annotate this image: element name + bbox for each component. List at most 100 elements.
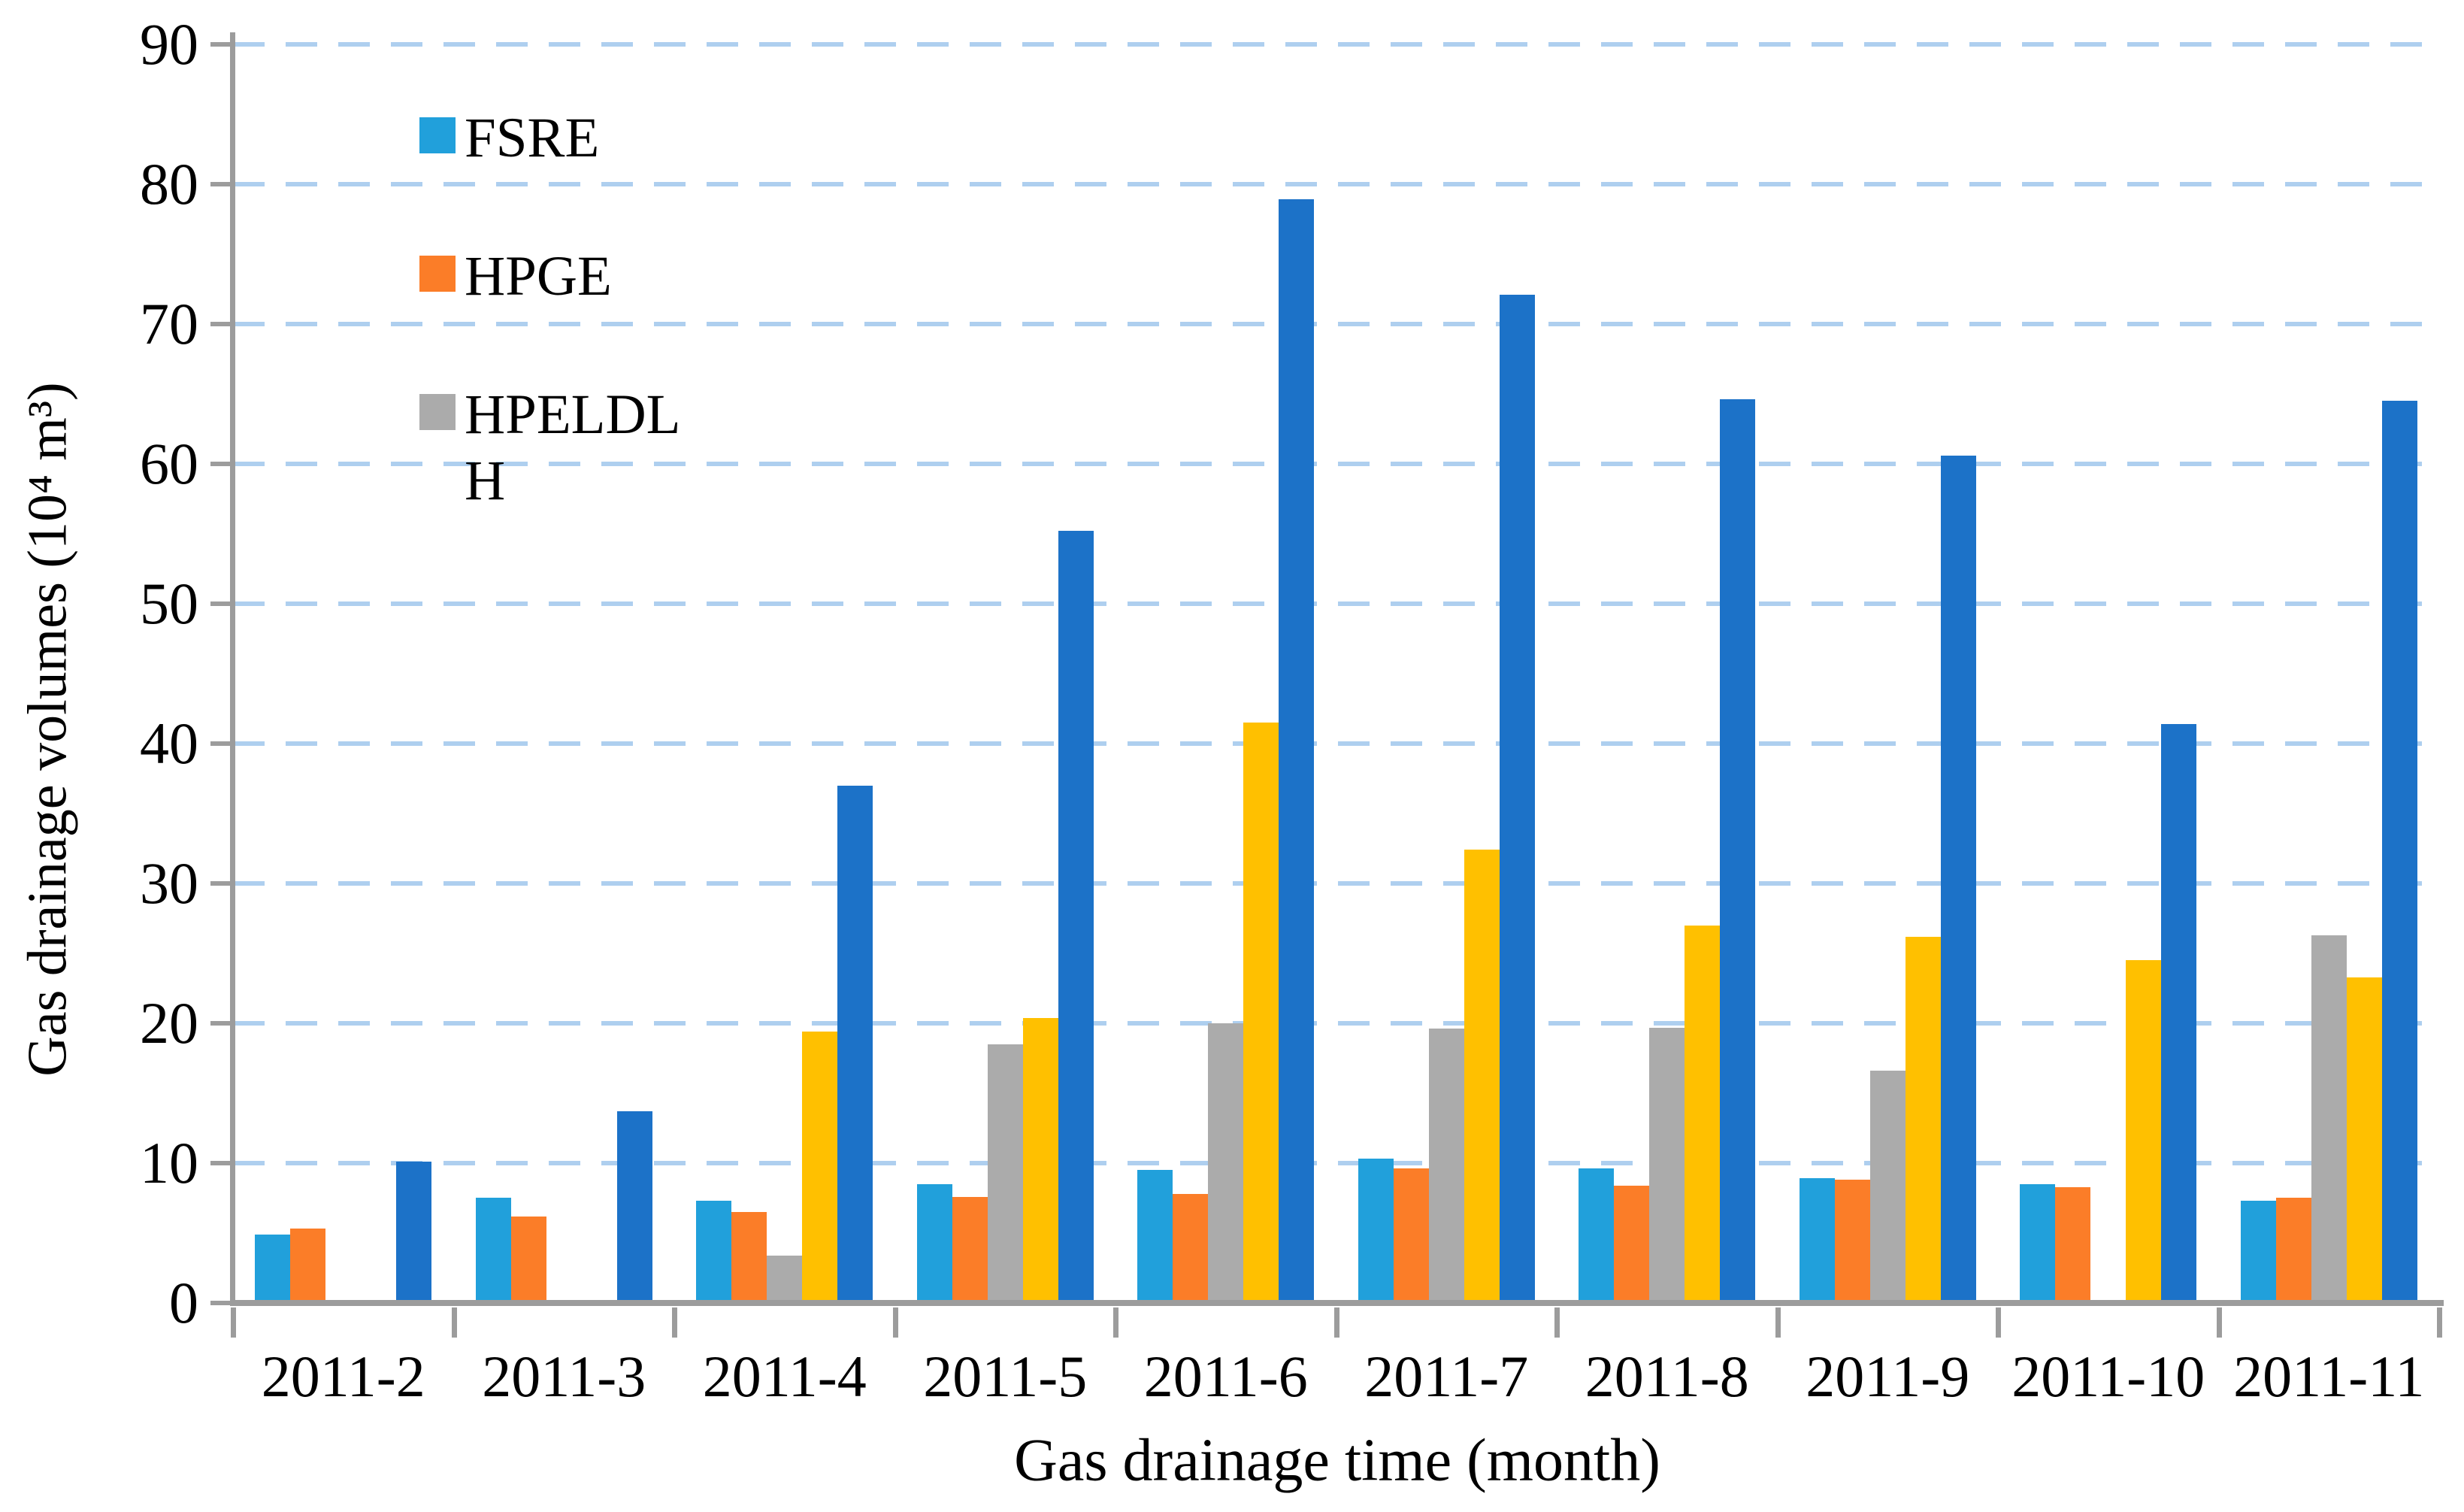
bar-hpge-2011-3 (510, 1217, 546, 1303)
bar-group-2011-6 (1115, 44, 1336, 1303)
bar-series-5-2011-9 (1940, 456, 1976, 1303)
legend-label: FSRE (465, 107, 600, 169)
bar-fsre-2011-10 (2020, 1184, 2056, 1303)
bar-fsre-2011-9 (1799, 1178, 1835, 1303)
bar-hpeldlh-2011-7 (1428, 1029, 1464, 1303)
x-tick-label-2011-6: 2011-6 (1143, 1344, 1308, 1409)
bar-group-2011-8 (1557, 44, 1778, 1303)
gridline-20 (233, 1021, 2439, 1026)
bar-hpeldlh-2011-5 (987, 1044, 1023, 1303)
bar-hpeldlh-2011-11 (2311, 935, 2347, 1303)
bar-fsre-2011-8 (1579, 1168, 1615, 1303)
x-tick-label-2011-10: 2011-10 (2011, 1344, 2205, 1409)
bar-series-5-2011-3 (616, 1111, 652, 1303)
bar-fsre-2011-3 (475, 1198, 511, 1303)
x-tick-4 (1113, 1307, 1118, 1338)
y-tick-0 (210, 1301, 230, 1305)
x-tick-10 (2437, 1307, 2442, 1338)
bar-fsre-2011-7 (1358, 1159, 1394, 1303)
bar-hpge-2011-9 (1834, 1180, 1870, 1303)
x-tick-label-2011-8: 2011-8 (1585, 1344, 1749, 1409)
y-tick-40 (210, 741, 230, 746)
bar-series-4-2011-5 (1022, 1018, 1058, 1303)
x-tick-2 (672, 1307, 677, 1338)
x-tick-label-2011-11: 2011-11 (2233, 1344, 2425, 1409)
bar-hpge-2011-10 (2055, 1187, 2091, 1303)
y-axis-line (230, 32, 235, 1303)
legend-swatch-icon (419, 394, 456, 430)
bar-group-2011-11 (2219, 44, 2440, 1303)
bar-series-5-2011-4 (837, 786, 873, 1303)
bar-fsre-2011-4 (696, 1201, 732, 1303)
bar-hpge-2011-8 (1614, 1186, 1650, 1303)
bar-fsre-2011-11 (2240, 1201, 2276, 1303)
bar-group-2011-10 (1998, 44, 2219, 1303)
bar-fsre-2011-6 (1137, 1170, 1173, 1303)
legend-item-hpeldl-h: HPELDL H (419, 382, 690, 514)
bar-hpge-2011-11 (2275, 1198, 2311, 1303)
gridline-60 (233, 462, 2439, 466)
y-tick-30 (210, 881, 230, 886)
y-tick-label-70: 70 (140, 291, 198, 356)
y-tick-label-0: 0 (169, 1270, 198, 1335)
y-tick-label-60: 60 (140, 431, 198, 496)
bar-hpeldlh-2011-6 (1208, 1023, 1244, 1303)
bar-series-5-2011-5 (1058, 531, 1094, 1303)
bar-series-4-2011-11 (2346, 977, 2382, 1303)
legend-label: HPELDL H (465, 383, 679, 512)
legend-swatch-icon (419, 256, 456, 292)
bar-hpge-2011-6 (1173, 1194, 1209, 1303)
bar-group-2011-3 (454, 44, 675, 1303)
bar-series-5-2011-6 (1279, 199, 1315, 1303)
x-tick-5 (1333, 1307, 1339, 1338)
y-tick-label-90: 90 (140, 11, 198, 77)
bar-series-4-2011-8 (1685, 926, 1721, 1303)
x-tick-label-2011-3: 2011-3 (482, 1344, 646, 1409)
bar-hpge-2011-7 (1393, 1168, 1429, 1303)
bar-series-5-2011-2 (396, 1162, 432, 1303)
gridline-40 (233, 741, 2439, 746)
bar-series-4-2011-10 (2126, 960, 2162, 1303)
gridline-10 (233, 1161, 2439, 1165)
gridline-80 (233, 182, 2439, 186)
y-tick-label-20: 20 (140, 990, 198, 1056)
bar-hpeldlh-2011-9 (1869, 1071, 1906, 1303)
x-tick-8 (1996, 1307, 2001, 1338)
x-tick-label-2011-7: 2011-7 (1364, 1344, 1529, 1409)
legend-item-fsre: FSRE (419, 105, 690, 171)
bar-hpge-2011-5 (952, 1197, 988, 1303)
legend-label: HPGE (465, 245, 612, 308)
bar-series-5-2011-7 (1499, 295, 1535, 1303)
bar-series-4-2011-9 (1905, 937, 1941, 1303)
x-tick-label-2011-4: 2011-4 (702, 1344, 867, 1409)
bar-group-2011-4 (674, 44, 895, 1303)
bar-series-4-2011-6 (1243, 723, 1279, 1303)
x-tick-0 (231, 1307, 236, 1338)
gridline-90 (233, 42, 2439, 47)
bar-group-2011-9 (1778, 44, 1999, 1303)
bar-hpge-2011-2 (290, 1229, 326, 1303)
y-tick-label-50: 50 (140, 571, 198, 636)
bar-series-4-2011-7 (1464, 850, 1500, 1303)
y-tick-60 (210, 462, 230, 466)
x-tick-label-2011-2: 2011-2 (261, 1344, 425, 1409)
bar-hpeldlh-2011-4 (767, 1256, 803, 1303)
y-tick-20 (210, 1021, 230, 1026)
bar-series-5-2011-11 (2381, 401, 2417, 1303)
bar-group-2011-2 (233, 44, 454, 1303)
gridline-50 (233, 601, 2439, 606)
y-tick-label-30: 30 (140, 850, 198, 916)
y-tick-50 (210, 601, 230, 606)
x-tick-9 (2216, 1307, 2222, 1338)
y-tick-70 (210, 322, 230, 326)
gridline-30 (233, 881, 2439, 886)
x-tick-6 (1554, 1307, 1560, 1338)
y-tick-80 (210, 182, 230, 186)
x-tick-1 (451, 1307, 457, 1338)
x-axis-title: Gas drainage time (month) (1014, 1427, 1660, 1494)
y-tick-label-10: 10 (140, 1130, 198, 1195)
y-tick-label-80: 80 (140, 151, 198, 217)
legend-item-hpge: HPGE (419, 244, 690, 310)
bar-group-2011-5 (895, 44, 1116, 1303)
